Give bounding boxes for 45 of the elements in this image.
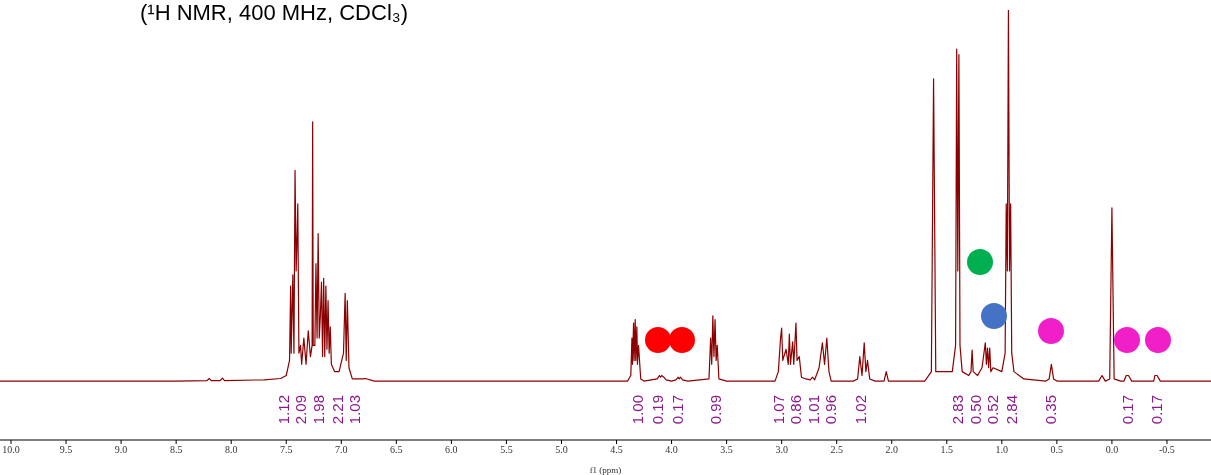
- annotation: 1.98: [309, 395, 327, 425]
- x-tick-label: 7.0: [335, 444, 348, 456]
- x-tick-label: 3.0: [775, 444, 788, 456]
- x-tick-label: 2.0: [885, 444, 898, 456]
- annotation: 0.99: [706, 395, 724, 425]
- annotation: 0.52: [983, 395, 1001, 425]
- chart-title: (¹H NMR, 400 MHz, CDCl₃): [140, 0, 409, 26]
- annotation: 1.07: [769, 395, 787, 425]
- annotation: 0.50: [966, 395, 984, 425]
- annotation: 0.86: [786, 395, 804, 425]
- x-tick-label: 4.0: [665, 444, 678, 456]
- annotation: 1.12: [274, 395, 292, 425]
- x-tick-label: 10.0: [2, 444, 20, 456]
- x-tick-label: 6.0: [445, 444, 458, 456]
- x-tick-label: 8.5: [169, 444, 183, 456]
- annotation: 0.17: [668, 395, 686, 425]
- x-tick-label: 1.0: [995, 444, 1009, 456]
- x-axis-title: f1 (ppm): [589, 465, 622, 475]
- x-tick-label: 9.0: [114, 444, 128, 456]
- x-tick-label: 4.5: [610, 444, 623, 456]
- annotation: 1.01: [804, 395, 822, 425]
- x-tick-label: 6.5: [390, 444, 403, 456]
- annotation: 2.09: [291, 395, 309, 425]
- annotation: 0.35: [1041, 395, 1059, 425]
- x-tick-label: 8.0: [224, 444, 238, 456]
- annotation: 0.17: [1118, 395, 1136, 425]
- annotation: 1.03: [345, 395, 363, 425]
- annotation: 2.84: [1002, 395, 1020, 425]
- x-tick-label: 0.5: [1050, 444, 1064, 456]
- x-tick-label: 0.0: [1105, 444, 1119, 456]
- annotation: 0.96: [821, 395, 839, 425]
- x-tick-label: 2.5: [830, 444, 843, 456]
- annotation: 0.17: [1147, 395, 1165, 425]
- x-tick-label: 7.5: [279, 444, 293, 456]
- x-tick-label: 9.5: [59, 444, 73, 456]
- x-tick-label: -0.5: [1159, 444, 1175, 456]
- annotation: 1.02: [851, 395, 869, 425]
- x-tick-label: 1.5: [940, 444, 954, 456]
- annotation: 2.21: [328, 395, 346, 425]
- x-tick-label: 5.5: [500, 444, 513, 456]
- x-tick-label: 5.0: [555, 444, 568, 456]
- x-tick-label: 3.5: [720, 444, 733, 456]
- annotation: 0.19: [648, 395, 666, 425]
- annotation: 1.00: [628, 395, 646, 425]
- annotation: 2.83: [948, 395, 966, 425]
